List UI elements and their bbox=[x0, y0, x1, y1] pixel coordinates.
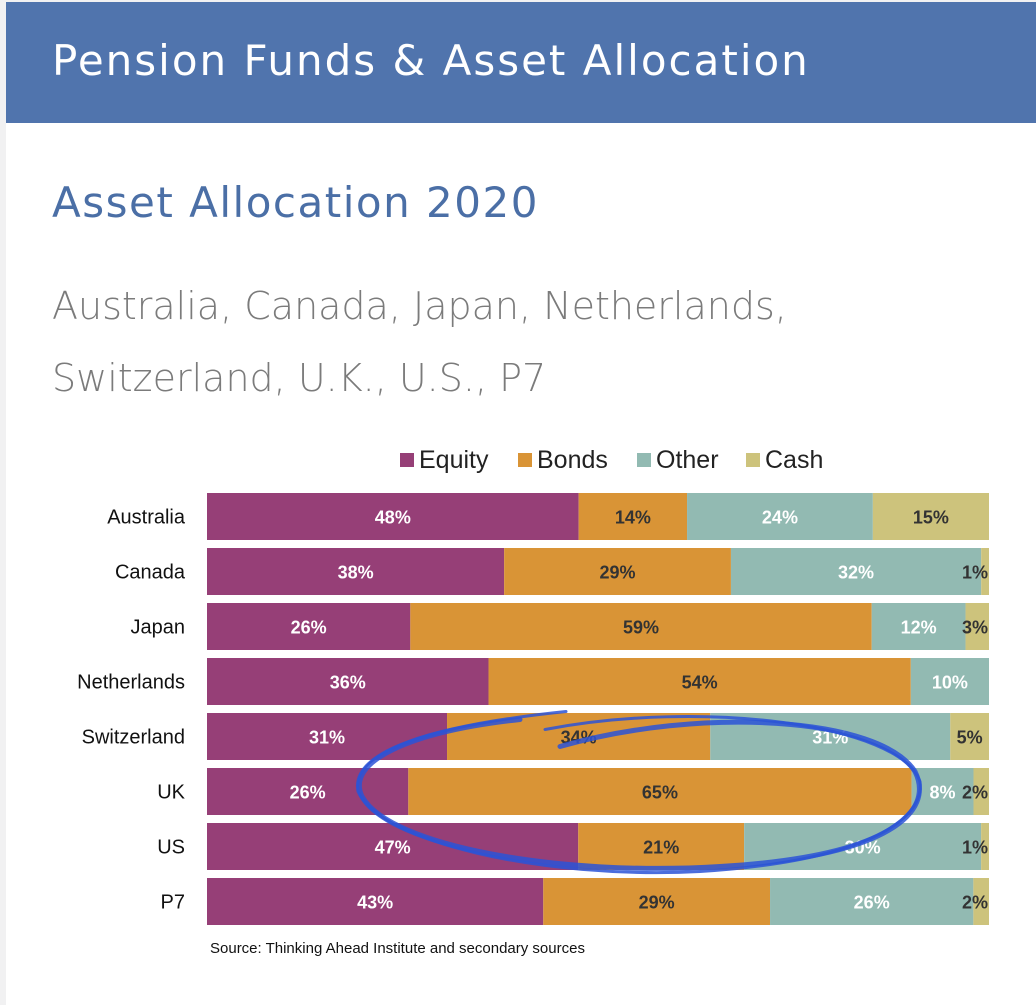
value-label-canada-cash: 1% bbox=[962, 563, 988, 583]
bar-uk-bonds bbox=[408, 768, 912, 815]
value-label-uk-equity: 26% bbox=[290, 783, 326, 803]
value-label-netherlands-equity: 36% bbox=[330, 673, 366, 693]
bar-uk-equity bbox=[207, 768, 409, 815]
category-label-netherlands: Netherlands bbox=[77, 672, 185, 694]
hand-drawn-circle-annotation bbox=[355, 710, 922, 875]
chart-legend: Equity Bonds Other Cash bbox=[400, 446, 823, 474]
value-label-us-cash: 1% bbox=[962, 838, 988, 858]
value-label-netherlands-bonds: 54% bbox=[682, 673, 718, 693]
value-label-japan-other: 12% bbox=[901, 618, 937, 638]
bar-japan-bonds bbox=[410, 603, 872, 650]
value-label-australia-cash: 15% bbox=[913, 508, 949, 528]
value-label-japan-cash: 3% bbox=[962, 618, 988, 638]
bar-australia-equity bbox=[207, 493, 579, 540]
category-labels: Australia Canada Japan Netherlands Switzerla… bbox=[77, 507, 186, 914]
bar-australia-other bbox=[687, 493, 873, 540]
legend-swatch-other bbox=[637, 453, 651, 467]
legend-label-bonds: Bonds bbox=[537, 446, 608, 474]
bar-canada-bonds bbox=[504, 548, 731, 595]
value-label-us-bonds: 21% bbox=[643, 838, 679, 858]
value-label-uk-other: 8% bbox=[930, 783, 956, 803]
category-label-us: US bbox=[157, 837, 185, 859]
category-label-australia: Australia bbox=[107, 507, 186, 529]
value-label-p7-other: 26% bbox=[854, 893, 890, 913]
value-label-australia-other: 24% bbox=[762, 508, 798, 528]
category-label-canada: Canada bbox=[115, 562, 186, 584]
bar-australia-bonds bbox=[578, 493, 688, 540]
value-label-netherlands-other: 10% bbox=[932, 673, 968, 693]
value-label-uk-bonds: 65% bbox=[642, 783, 678, 803]
legend-label-equity: Equity bbox=[419, 446, 489, 474]
chart-bars: 48% 14% 24% 15% 38% 29% 32% 1% 26% 59% 12% 3% 36% 54%… bbox=[207, 493, 989, 925]
value-label-canada-bonds: 29% bbox=[600, 563, 636, 583]
bar-canada-cash bbox=[981, 548, 989, 595]
value-label-us-other: 30% bbox=[845, 838, 881, 858]
annotation-stroke bbox=[355, 710, 922, 875]
bar-netherlands-other bbox=[910, 658, 989, 705]
bar-netherlands-bonds bbox=[488, 658, 911, 705]
value-label-japan-bonds: 59% bbox=[623, 618, 659, 638]
legend-swatch-cash bbox=[746, 453, 760, 467]
stacked-bar-chart: Equity Bonds Other Cash 48% 14% 24% 15% 38% 29% 3… bbox=[77, 446, 989, 957]
bar-us-bonds bbox=[578, 823, 745, 870]
category-label-p7: P7 bbox=[161, 892, 185, 914]
category-label-switzerland: Switzerland bbox=[82, 727, 185, 749]
category-label-uk: UK bbox=[157, 782, 185, 804]
bar-uk-cash bbox=[973, 768, 989, 815]
header-bar: Pension Funds & Asset Allocation bbox=[6, 2, 1036, 123]
legend-swatch-equity bbox=[400, 453, 414, 467]
chart-source: Source: Thinking Ahead Institute and sec… bbox=[210, 940, 585, 957]
value-label-switzerland-cash: 5% bbox=[957, 728, 983, 748]
value-label-p7-equity: 43% bbox=[357, 893, 393, 913]
bar-switzerland-cash bbox=[950, 713, 989, 760]
bar-p7-other bbox=[770, 878, 974, 925]
bar-japan-other bbox=[871, 603, 966, 650]
bar-australia-cash bbox=[872, 493, 989, 540]
bar-p7-cash bbox=[973, 878, 989, 925]
bar-uk-other bbox=[911, 768, 974, 815]
bar-netherlands-equity bbox=[207, 658, 489, 705]
value-label-p7-cash: 2% bbox=[962, 893, 988, 913]
value-label-australia-equity: 48% bbox=[375, 508, 411, 528]
value-label-p7-bonds: 29% bbox=[639, 893, 675, 913]
bar-japan-cash bbox=[965, 603, 989, 650]
value-label-canada-equity: 38% bbox=[338, 563, 374, 583]
value-label-japan-equity: 26% bbox=[291, 618, 327, 638]
value-label-us-equity: 47% bbox=[375, 838, 411, 858]
header-title: Pension Funds & Asset Allocation bbox=[52, 36, 810, 85]
countries-list: Australia, Canada, Japan, Netherlands, S… bbox=[52, 284, 787, 400]
value-label-australia-bonds: 14% bbox=[615, 508, 651, 528]
value-label-canada-other: 32% bbox=[838, 563, 874, 583]
bar-p7-equity bbox=[207, 878, 544, 925]
bar-canada-equity bbox=[207, 548, 505, 595]
legend-label-cash: Cash bbox=[765, 446, 823, 474]
value-label-switzerland-equity: 31% bbox=[309, 728, 345, 748]
legend-label-other: Other bbox=[656, 446, 719, 474]
value-label-uk-cash: 2% bbox=[962, 783, 988, 803]
bar-p7-bonds bbox=[543, 878, 771, 925]
bar-japan-equity bbox=[207, 603, 411, 650]
bar-switzerland-equity bbox=[207, 713, 448, 760]
legend-swatch-bonds bbox=[518, 453, 532, 467]
bar-us-cash bbox=[981, 823, 989, 870]
bar-canada-other bbox=[730, 548, 982, 595]
category-label-japan: Japan bbox=[131, 617, 186, 639]
chart-subtitle: Asset Allocation 2020 bbox=[52, 178, 539, 227]
